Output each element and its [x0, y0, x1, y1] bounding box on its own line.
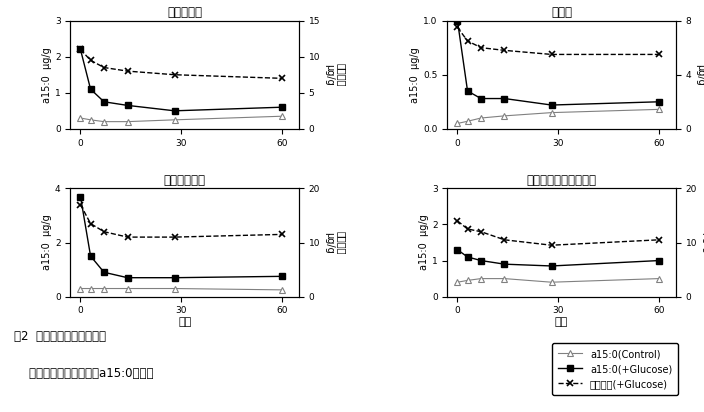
Y-axis label: a15:0  μg/g: a15:0 μg/g — [42, 215, 52, 270]
Y-axis label: 総脆肪酸
μg/g: 総脆肪酸 μg/g — [696, 63, 704, 87]
X-axis label: 日数: 日数 — [555, 317, 568, 327]
Text: 土壌リン脆質脆肪酸、a15:0の変動: 土壌リン脆質脆肪酸、a15:0の変動 — [14, 367, 153, 380]
Y-axis label: a15:0  μg/g: a15:0 μg/g — [419, 215, 429, 270]
Y-axis label: 総脆肪酸
μg/g: 総脆肪酸 μg/g — [325, 63, 346, 87]
X-axis label: 日数: 日数 — [178, 317, 191, 327]
Title: 厘層多腐植質黒ボク土: 厘層多腐植質黒ボク土 — [527, 174, 596, 187]
Title: 灰色低地土: 灰色低地土 — [167, 7, 202, 19]
Title: 淡色黒ボク土: 淡色黒ボク土 — [163, 174, 206, 187]
Text: 図2  グルコース添加による: 図2 グルコース添加による — [14, 330, 106, 343]
Title: 赤色土: 赤色土 — [551, 7, 572, 19]
Y-axis label: a15:0  μg/g: a15:0 μg/g — [42, 47, 52, 103]
Y-axis label: a15:0  μg/g: a15:0 μg/g — [410, 47, 420, 103]
Y-axis label: 総脆肪酸
μg/g: 総脆肪酸 μg/g — [701, 231, 704, 254]
Legend: a15:0(Control), a15:0(+Glucose), 総脆肪酸(+Glucose): a15:0(Control), a15:0(+Glucose), 総脆肪酸(+G… — [552, 343, 678, 395]
Y-axis label: 総脆肪酸
μg/g: 総脆肪酸 μg/g — [325, 231, 346, 254]
